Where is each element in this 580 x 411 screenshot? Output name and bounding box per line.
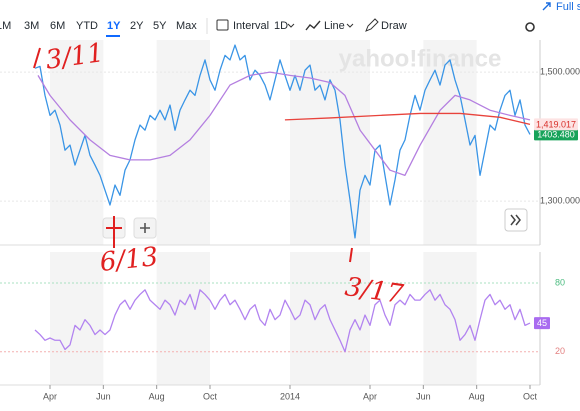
dropdown-caret	[346, 23, 354, 28]
price-tag	[534, 118, 578, 131]
x-tick-label: Jun	[416, 391, 431, 401]
chart-style[interactable]: Line	[324, 20, 345, 32]
price-tag-label: 1,419.017	[536, 119, 576, 129]
range-button[interactable]: 5Y	[153, 20, 167, 32]
fullscreen-icon[interactable]	[542, 2, 551, 11]
x-tick-label: Aug	[149, 391, 165, 401]
price-tag	[534, 128, 578, 141]
interval-icon	[216, 19, 229, 31]
hand-mark	[106, 216, 122, 248]
annotations: 3/116/133/17	[44, 38, 406, 310]
range-button[interactable]: 1M	[0, 20, 11, 32]
range-button[interactable]: YTD	[76, 20, 98, 32]
line-icon	[305, 20, 321, 31]
x-tick-label: Aug	[469, 391, 485, 401]
hand-mark	[33, 47, 41, 69]
y-tick-label: 1,300.000	[540, 196, 580, 206]
handwriting	[33, 47, 353, 263]
draw-icon	[365, 18, 379, 32]
range-button[interactable]: Max	[176, 20, 197, 32]
draw-button[interactable]: Draw	[381, 20, 407, 32]
x-tick-label: Apr	[363, 391, 377, 401]
y-tick-label: 80	[555, 277, 565, 287]
range-button[interactable]: 1Y	[107, 20, 121, 32]
series-line	[37, 71, 531, 176]
interval-value[interactable]: 1D	[274, 20, 288, 32]
shade-band	[50, 252, 104, 385]
selected-underline	[106, 35, 120, 37]
x-tick-label: Oct	[523, 391, 538, 401]
scroll-button[interactable]	[504, 208, 528, 232]
handwritten-annotation: 6/13	[98, 242, 159, 278]
dropdown-caret	[287, 23, 295, 28]
interval-label[interactable]: Interval	[233, 20, 269, 32]
range-button[interactable]: 2Y	[130, 20, 144, 32]
series-line	[284, 112, 531, 126]
series-line	[34, 44, 531, 239]
range-button[interactable]: 6M	[50, 20, 65, 32]
shade-band	[156, 252, 210, 385]
price-tag-label: 45	[537, 318, 547, 328]
fullscreen-button[interactable]: Full screen	[556, 1, 580, 13]
y-tick-label: 20	[555, 346, 565, 356]
zoom-icon	[140, 223, 150, 233]
price-tag	[534, 317, 550, 330]
x-tick-label: 2014	[280, 391, 300, 401]
x-tick-label: Jun	[96, 391, 111, 401]
y-tick-label: 1,500.000	[540, 67, 580, 77]
settings-icon[interactable]	[525, 22, 535, 32]
month-shading	[50, 40, 477, 385]
shade-band	[156, 40, 210, 245]
toolbar: 1M 3M 6M YTD 1Y 2Y 5Y Max Interval 1D Line Draw Full…	[0, 1, 580, 37]
hand-mark	[349, 247, 353, 263]
scroll-icon	[510, 214, 521, 226]
shade-band	[290, 40, 370, 245]
series-line	[34, 289, 531, 353]
range-button[interactable]: 3M	[24, 20, 39, 32]
x-tick-label: Apr	[43, 391, 57, 401]
x-tick-label: Oct	[203, 391, 218, 401]
shade-band	[423, 252, 477, 385]
price-tag-label: 1403.480	[537, 129, 575, 139]
watermark: yahoo!finance	[339, 45, 502, 72]
shade-band	[423, 40, 477, 245]
